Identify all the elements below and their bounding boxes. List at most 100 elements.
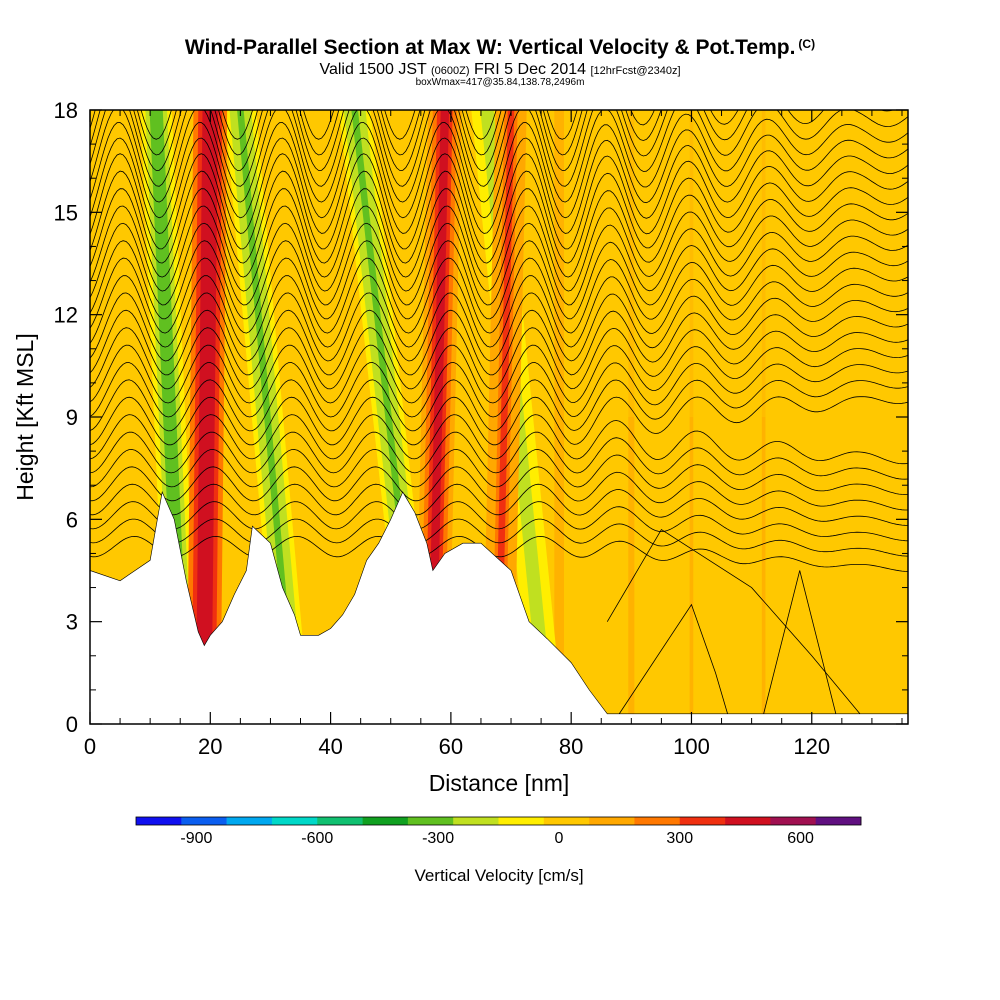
y-tick-label: 3 [66,610,78,635]
isentrope-line [90,257,908,334]
isentrope-line [90,240,908,320]
isentrope-line [90,362,908,418]
isentropes [90,110,908,572]
isentrope-line [90,431,908,480]
colorbar-tick-label: -900 [180,830,212,847]
isentrope-line [90,518,908,557]
boxw-max-line: boxWmax=417@35.84,138.78,2496m [415,77,585,88]
colorbar-segment [407,817,454,825]
colorbar-segment [453,817,499,825]
lee-contour [763,570,837,714]
isentrope-line [90,205,908,292]
isentrope-line [90,414,908,465]
colorbar-tick-label: 0 [554,830,563,847]
isentrope-line [90,222,908,306]
isentrope-line [90,110,908,203]
updraft-layer [495,110,515,656]
y-tick-label: 9 [66,405,78,430]
x-tick-label: 20 [198,734,222,759]
isentrope-line [90,309,908,376]
isentrope-line [90,275,908,348]
downdraft-layer [152,110,184,656]
colorbar-tick-label: -600 [301,830,333,847]
y-tick-label: 0 [66,712,78,737]
isentrope-line [90,379,908,432]
colorbar-segment [317,817,363,825]
downdraft-band [224,110,305,656]
colorbar-segment [589,817,635,825]
colorbar-tick-label: -300 [422,830,454,847]
colorbar-segment [815,817,862,825]
weak-updraft-band [689,110,694,724]
updraft-band [415,110,462,656]
colorbar: -900 -600 -300 0 300 600 Vertical Velocity [cm… [135,816,862,885]
colorbar-segment [181,817,227,825]
isentrope-line [90,501,908,542]
weak-updraft-band [761,110,766,724]
weak-updraft-band [628,110,635,724]
isentrope-line [90,110,739,156]
x-tick-label: 80 [559,734,583,759]
colorbar-segment [226,817,273,825]
isentrope-line [90,466,908,511]
isentrope-line [90,535,908,572]
chart-subtitle: Valid 1500 JST (0600Z) FRI 5 Dec 2014 [1… [0,61,1000,79]
lee-contours [606,529,861,715]
valid-time: Valid 1500 JST [319,61,427,78]
x-tick-label: 120 [793,734,830,759]
x-tick-label: 0 [84,734,96,759]
isentrope-line [90,110,908,187]
colorbar-segment [543,817,590,825]
plot-area [90,110,908,724]
isentrope-line [90,292,908,362]
colorbar-frame [135,816,862,826]
y-axis-label: Height [Kft MSL] [12,333,38,500]
chart-title-sup: (C) [798,37,816,51]
lee-contour [618,603,728,714]
weak-updraft-band [554,110,564,724]
colorbar-label: Vertical Velocity [cm/s] [414,866,583,885]
chart-title-text: Wind-Parallel Section at Max W: Vertical… [184,36,796,59]
isentrope-line [90,483,908,526]
x-axis-label: Distance [nm] [429,770,570,796]
updraft-layer [200,110,215,656]
isentrope-line [90,110,895,171]
forecast-info: [12hrFcst@2340z] [590,65,681,77]
isentrope-line [90,153,908,250]
colorbar-tick-label: 300 [666,830,693,847]
colorbar-segment [136,817,182,825]
x-tick-label: 40 [318,734,342,759]
colorbar-segment [362,817,409,825]
isentrope-line [90,344,908,404]
colorbar-segment [634,817,681,825]
valid-utc: (0600Z) [430,65,470,77]
isentrope-line [90,449,908,496]
chart-title: Wind-Parallel Section at Max W: Vertical… [0,36,1000,60]
colorbar-segment [770,817,816,825]
colorbar-tick-label: 600 [787,830,814,847]
downdraft-band [140,110,196,656]
isentrope-line [90,396,908,446]
y-tick-label: 12 [54,303,78,328]
isentrope-line [90,122,908,219]
colorbar-segment [725,817,771,825]
y-tick-label: 18 [54,98,78,123]
colorbar-segment [271,817,318,825]
colorbar-segment [679,817,726,825]
isentrope-line [90,110,655,140]
updraft-band [483,110,527,656]
isentrope-line [90,188,908,278]
terrain [90,491,908,724]
colorbar-segment [498,817,545,825]
isentrope-line [90,170,908,264]
x-tick-label: 100 [673,734,710,759]
isentrope-line [90,137,908,234]
y-tick-label: 15 [54,200,78,225]
neutral-zone [571,110,908,417]
downdraft-layer [237,110,292,656]
valid-date: FRI 5 Dec 2014 [473,61,587,78]
isentrope-line [90,327,908,390]
lee-contour [606,529,861,715]
y-tick-label: 6 [66,507,78,532]
